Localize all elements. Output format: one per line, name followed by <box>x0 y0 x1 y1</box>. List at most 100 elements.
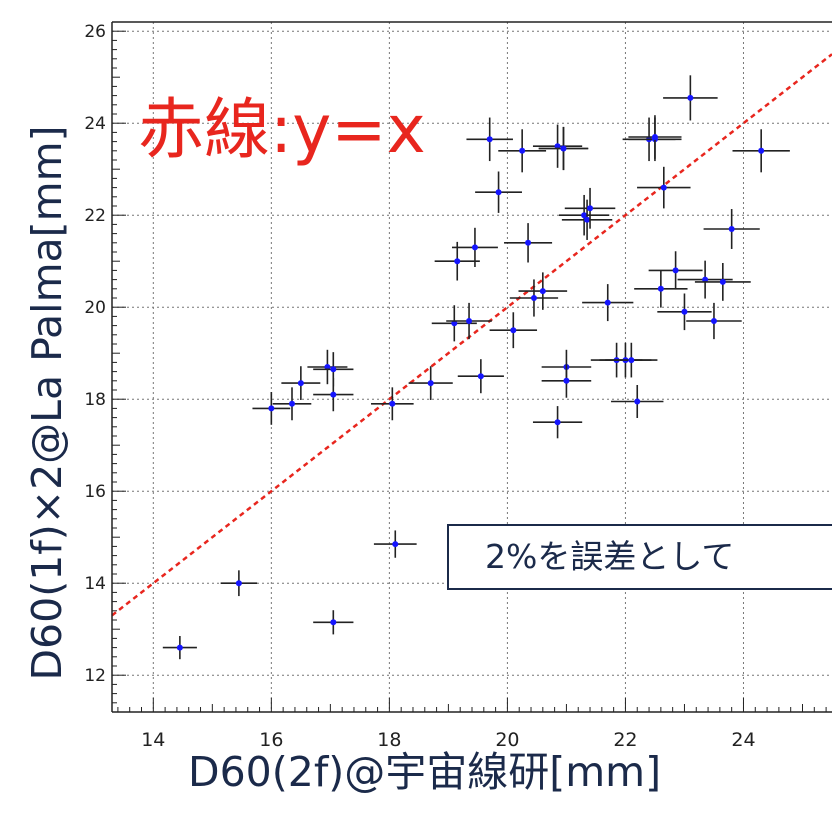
data-point <box>564 187 616 229</box>
data-point <box>509 279 559 317</box>
point-marker <box>672 267 679 274</box>
point-marker <box>634 398 641 405</box>
data-point <box>272 387 312 421</box>
data-point <box>558 194 610 236</box>
point-marker <box>471 244 478 251</box>
point-marker <box>554 419 561 426</box>
data-point <box>504 223 553 263</box>
point-marker <box>330 619 337 626</box>
data-point <box>220 570 258 597</box>
point-marker <box>525 239 532 246</box>
x-tick-label: 18 <box>377 729 401 751</box>
x-tick-label: 14 <box>141 729 165 751</box>
data-point <box>307 349 348 385</box>
error-note-text: 2%を誤差として <box>485 537 735 576</box>
reference-line-label: 赤線:y=x <box>138 91 426 168</box>
point-marker <box>681 308 688 315</box>
data-point <box>451 227 498 267</box>
data-point <box>475 171 522 213</box>
y-tick-label: 16 <box>84 482 106 502</box>
point-marker <box>427 380 434 387</box>
data-point <box>611 384 664 419</box>
point-marker <box>563 377 570 384</box>
point-marker <box>510 327 517 334</box>
point-marker <box>330 366 337 373</box>
data-point <box>663 75 718 121</box>
x-tick-label: 16 <box>259 729 283 751</box>
y-tick-label: 22 <box>84 206 106 226</box>
data-point <box>434 241 480 281</box>
data-points <box>162 75 790 660</box>
data-point <box>634 270 688 308</box>
data-point <box>371 387 414 421</box>
point-marker <box>268 405 275 412</box>
data-point <box>313 610 354 635</box>
data-point <box>686 302 742 340</box>
point-marker <box>289 400 295 407</box>
point-marker <box>587 205 594 212</box>
point-marker <box>604 299 611 306</box>
point-marker <box>728 226 735 232</box>
x-tick-label: 24 <box>731 729 755 751</box>
data-point <box>541 363 592 398</box>
point-marker <box>389 400 396 407</box>
data-point <box>252 392 291 425</box>
y-tick-label: 24 <box>84 114 106 134</box>
data-point <box>162 636 197 660</box>
point-marker <box>719 278 726 285</box>
point-marker <box>330 391 337 398</box>
point-marker <box>581 212 588 219</box>
point-marker <box>486 136 493 143</box>
point-marker <box>651 134 658 140</box>
y-tick-label: 20 <box>84 298 106 318</box>
y-tick-label: 26 <box>84 22 106 42</box>
point-marker <box>687 94 694 101</box>
data-point <box>732 129 790 173</box>
point-marker <box>584 216 591 223</box>
point-marker <box>176 644 183 651</box>
data-point <box>532 124 583 168</box>
data-point <box>457 359 504 394</box>
point-marker <box>477 373 484 380</box>
data-point <box>605 342 658 378</box>
point-marker <box>530 295 537 301</box>
data-point <box>489 312 538 349</box>
x-tick-label: 20 <box>495 729 519 751</box>
point-marker <box>235 580 242 587</box>
point-marker <box>657 285 664 292</box>
y-tick-label: 12 <box>84 666 106 686</box>
point-marker <box>466 318 473 324</box>
point-marker <box>560 145 567 152</box>
data-point <box>628 115 682 159</box>
point-marker <box>660 184 667 191</box>
data-point <box>518 272 568 310</box>
data-point <box>703 209 760 249</box>
point-marker <box>758 147 765 154</box>
error-note-box: 2%を誤差として <box>447 524 832 590</box>
y-tick-label: 14 <box>84 574 106 594</box>
reference-line <box>111 53 832 617</box>
point-marker <box>710 318 717 324</box>
point-marker <box>539 288 546 295</box>
data-point <box>694 262 751 301</box>
data-point <box>281 366 321 400</box>
data-point <box>408 366 453 400</box>
point-marker <box>454 258 461 265</box>
y-axis-label: D60(1f)×2@La Palma[mm] <box>23 125 71 681</box>
data-point <box>637 166 691 209</box>
data-point <box>538 126 589 171</box>
y-tick-label: 18 <box>84 390 106 410</box>
data-point <box>561 199 613 240</box>
data-point <box>313 377 354 412</box>
point-marker <box>297 380 304 387</box>
data-point <box>532 406 583 439</box>
data-point <box>446 302 492 340</box>
point-marker <box>392 541 399 548</box>
data-point <box>466 117 513 162</box>
reference-line-y-equals-x <box>111 53 832 617</box>
data-point <box>373 530 417 558</box>
point-marker <box>495 189 502 196</box>
x-axis-label: D60(2f)@宇宙線研[mm] <box>188 748 662 796</box>
data-point <box>657 293 712 331</box>
point-marker <box>519 147 526 154</box>
